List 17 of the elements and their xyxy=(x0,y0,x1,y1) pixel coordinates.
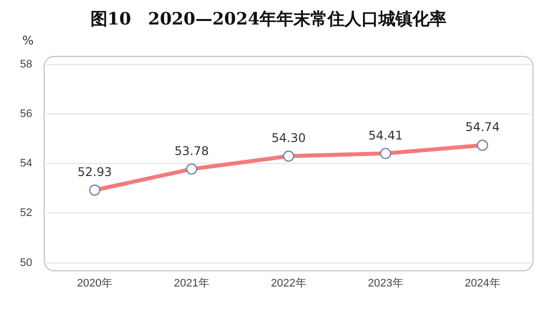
x-tick-label: 2024年 xyxy=(464,277,500,290)
y-tick-label: 50 xyxy=(20,256,32,269)
y-tick-label: 58 xyxy=(20,58,32,70)
chart-title: 图10 2020—2024年年末常住人口城镇化率 xyxy=(90,10,447,30)
data-label: 54.30 xyxy=(271,131,306,146)
data-label: 54.74 xyxy=(465,120,500,134)
x-tick-label: 2020年 xyxy=(76,277,112,290)
x-tick-label: 2022年 xyxy=(270,277,306,290)
data-label: 53.78 xyxy=(174,144,209,158)
y-tick-label: 54 xyxy=(20,158,32,170)
x-tick-label: 2021年 xyxy=(174,277,210,290)
data-label: 52.93 xyxy=(78,165,112,180)
data-label: 54.41 xyxy=(368,128,403,142)
y-axis-title: % xyxy=(22,33,34,48)
y-tick-label: 56 xyxy=(20,108,32,120)
y-tick-label: 52 xyxy=(20,207,32,220)
x-tick-label: 2023年 xyxy=(368,277,404,290)
